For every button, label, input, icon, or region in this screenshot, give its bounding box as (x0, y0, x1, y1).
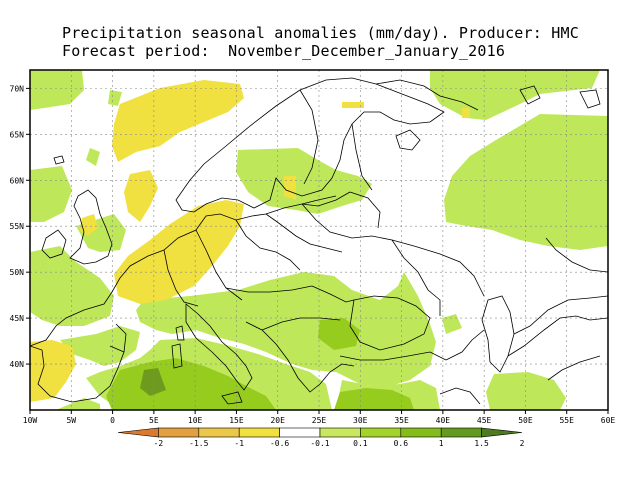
legend-swatch (481, 427, 523, 438)
legend-swatch (198, 427, 240, 438)
x-tick-label: 40E (436, 416, 451, 425)
legend-swatch (238, 427, 280, 438)
legend-label: -1.5 (189, 439, 208, 448)
legend-swatch (158, 427, 200, 438)
legend-label: -0.6 (270, 439, 289, 448)
legend-label: 1 (439, 439, 444, 448)
x-tick-label: 25E (312, 416, 327, 425)
y-tick-label: 45N (10, 314, 25, 323)
x-tick-label: 55E (559, 416, 574, 425)
x-tick-label: 20E (270, 416, 285, 425)
legend-swatch (440, 427, 482, 438)
coastlines-and-borders (30, 77, 608, 405)
y-tick-label: 50N (10, 268, 25, 277)
y-tick-label: 70N (10, 84, 25, 93)
positive-anomaly-1-1.5 (140, 368, 166, 396)
x-tick-label: 10W (23, 416, 38, 425)
legend-swatch (400, 427, 442, 438)
x-tick-label: 50E (518, 416, 533, 425)
x-tick-label: 10E (188, 416, 203, 425)
legend-label: 0.1 (353, 439, 368, 448)
legend-swatch (319, 427, 361, 438)
x-tick-label: 5W (66, 416, 76, 425)
legend-swatch (117, 427, 159, 438)
y-tick-label: 55N (10, 222, 25, 231)
legend-label: 1.5 (474, 439, 489, 448)
legend-label: 2 (520, 439, 525, 448)
x-tick-label: 45E (477, 416, 492, 425)
x-tick-label: 5E (149, 416, 159, 425)
legend-label: -1 (234, 439, 244, 448)
map-title-line2: Forecast period: November_December_Janua… (62, 42, 506, 60)
x-tick-label: 60E (601, 416, 616, 425)
legend-swatch (360, 427, 402, 438)
map-title-line1: Precipitation seasonal anomalies (mm/day… (62, 24, 579, 42)
latitude-axis: 70N 65N 60N 55N 50N 45N 40N (10, 84, 30, 369)
x-tick-label: 0 (110, 416, 115, 425)
legend-label: -2 (154, 439, 164, 448)
x-tick-label: 30E (353, 416, 368, 425)
legend-label: -0.1 (310, 439, 329, 448)
y-tick-label: 60N (10, 176, 25, 185)
lat-lon-grid (30, 70, 608, 410)
longitude-axis: 10W 5W 0 5E 10E 15E 20E 25E 30E 35E 40E 45E 50E 55E 60… (23, 410, 616, 425)
y-tick-label: 65N (10, 130, 25, 139)
legend-swatch (279, 427, 321, 438)
y-tick-label: 40N (10, 360, 25, 369)
color-legend: -2 -1.5 -1 -0.6 -0.1 0.1 0.6 1 1.5 2 (117, 427, 525, 448)
x-tick-label: 15E (229, 416, 244, 425)
legend-label: 0.6 (394, 439, 409, 448)
x-tick-label: 35E (394, 416, 409, 425)
